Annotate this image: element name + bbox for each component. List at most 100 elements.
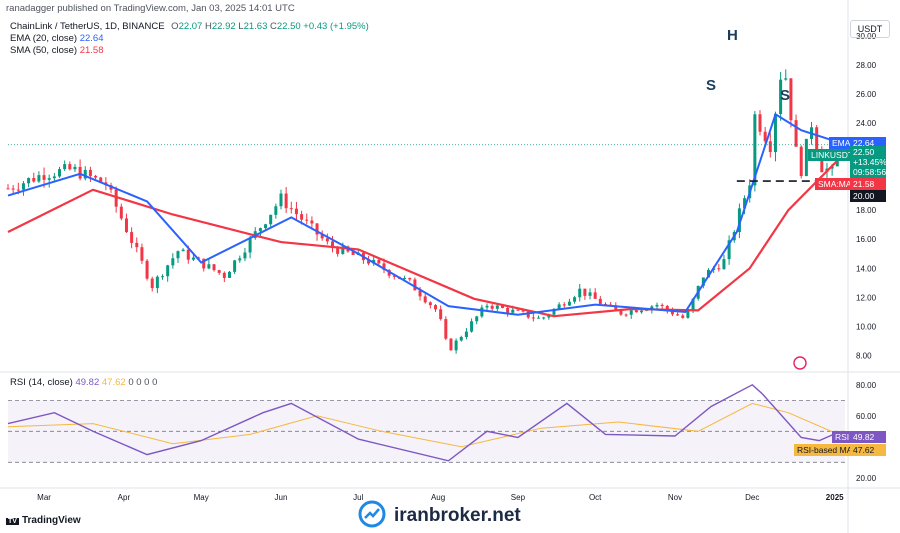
candle-body <box>665 305 669 311</box>
low-value: 21.63 <box>243 21 268 32</box>
candle-body <box>454 340 458 351</box>
candle-body <box>150 278 154 289</box>
high-value: 22.92 <box>211 21 236 32</box>
candle-body <box>439 309 443 320</box>
candle-body <box>320 234 324 239</box>
candle-body <box>500 305 504 308</box>
candle-body <box>300 214 304 220</box>
candle-body <box>166 265 170 277</box>
rsi-line <box>7 383 841 462</box>
rsi-legend[interactable]: RSI (14, close) 49.82 47.62 0 0 0 0 <box>10 377 157 388</box>
candle-body <box>768 141 772 153</box>
candle-body <box>336 248 340 254</box>
candle-body <box>789 78 793 121</box>
rsi-extra-values: 0 0 0 0 <box>128 377 158 388</box>
rsi-tick-label: 80.00 <box>856 381 877 390</box>
candle-body <box>279 193 283 207</box>
price-tick-label: 14.00 <box>856 264 877 273</box>
candle-body <box>413 279 417 291</box>
currency-button[interactable]: USDT <box>850 20 890 38</box>
price-tick-label: 26.00 <box>856 90 877 99</box>
rsi-value-tag: 49.82 <box>850 431 886 443</box>
bar-countdown: 09:58:56 <box>853 167 887 177</box>
candle-body <box>423 296 427 303</box>
candle-body <box>238 258 242 261</box>
candle-body <box>325 238 329 242</box>
candle-body <box>660 304 664 306</box>
candle-body <box>32 177 36 182</box>
candle-body <box>815 127 819 151</box>
candle-body <box>227 271 231 278</box>
ema-legend[interactable]: EMA (20, close) 22.64 <box>10 33 103 44</box>
rsi-ma-value-tag: 47.62 <box>850 444 886 456</box>
sma-legend[interactable]: SMA (50, close) 21.58 <box>10 45 103 56</box>
candle-body <box>94 175 98 178</box>
candle-body <box>619 310 623 315</box>
h-label: H <box>204 21 212 32</box>
candle-body <box>830 166 834 169</box>
rsi-tag: RSI <box>832 431 853 443</box>
candle-body <box>434 305 438 310</box>
candle-body <box>763 131 767 142</box>
candle-body <box>495 305 499 309</box>
candle-body <box>171 258 175 266</box>
candle-body <box>377 259 381 264</box>
candle-body <box>552 308 556 315</box>
candle-body <box>753 114 757 186</box>
candle-body <box>506 307 510 313</box>
candle-body <box>37 175 41 182</box>
candle-body <box>418 290 422 297</box>
candle-body <box>485 305 489 308</box>
indicator-lines <box>7 112 845 462</box>
candle-body <box>686 310 690 318</box>
annotations <box>736 180 845 370</box>
candle-body <box>794 120 798 147</box>
time-tick-label: 2025 <box>826 493 844 502</box>
sma-line <box>7 157 841 318</box>
rsi-band <box>8 399 845 463</box>
candle-body <box>820 150 824 173</box>
sma-tag: SMA:MA <box>815 178 855 190</box>
candle-body <box>691 298 695 311</box>
price-tick-label: 8.00 <box>856 351 872 360</box>
tradingview-brand[interactable]: TV TradingView <box>6 515 81 526</box>
candle-body <box>202 258 206 269</box>
time-tick-label: Jun <box>275 493 288 502</box>
price-tick-label: 12.00 <box>856 293 877 302</box>
candle-body <box>248 238 252 253</box>
rsi-legend-value: 49.82 <box>75 377 100 388</box>
candle-body <box>130 232 134 243</box>
candle-body <box>191 257 195 260</box>
candle-body <box>264 224 268 229</box>
candle-body <box>135 242 139 248</box>
candle-body <box>6 188 10 190</box>
time-tick-label: Oct <box>589 493 602 502</box>
rsi-ma-legend-value: 47.62 <box>101 377 126 388</box>
candle-body <box>717 268 721 270</box>
candle-body <box>681 315 685 318</box>
candle-body <box>593 292 597 299</box>
candle-body <box>161 276 165 278</box>
tradingview-logo-icon: TV <box>6 518 19 525</box>
candle-body <box>124 218 128 233</box>
c-label: C <box>270 21 277 32</box>
candle-body <box>650 306 654 310</box>
candle-body <box>799 146 803 177</box>
candle-body <box>145 260 149 279</box>
candle-body <box>207 264 211 269</box>
symbol-name[interactable]: ChainLink / TetherUS, 1D, BINANCE <box>10 21 165 32</box>
o-label: O <box>171 21 179 32</box>
time-tick-label: Sep <box>511 493 526 502</box>
candle-body <box>305 219 309 221</box>
candle-body <box>537 317 541 319</box>
time-tick-label: Apr <box>118 493 131 502</box>
candle-body <box>181 249 185 252</box>
candle-body <box>63 164 67 170</box>
candle-body <box>459 336 463 341</box>
symbol-tag: LINKUSDT <box>808 149 857 161</box>
price-tick-label: 18.00 <box>856 206 877 215</box>
candle-body <box>634 310 638 313</box>
price-tick-label: 30.00 <box>856 32 877 41</box>
ema-line <box>7 112 841 316</box>
candle-body <box>233 260 237 272</box>
